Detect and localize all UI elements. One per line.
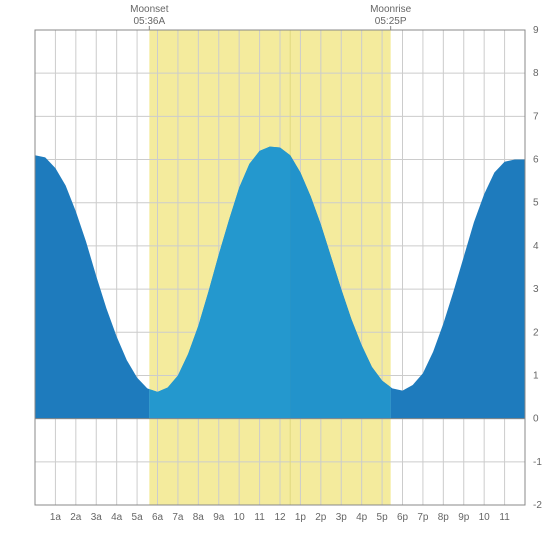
y-tick-label: 2	[533, 327, 539, 338]
x-tick-label: 10	[234, 512, 246, 523]
y-tick-label: 7	[533, 111, 539, 122]
x-tick-label: 7a	[172, 512, 184, 523]
x-tick-label: 9p	[458, 512, 470, 523]
x-tick-label: 11	[254, 512, 265, 523]
x-tick-label: 4p	[356, 512, 368, 523]
y-tick-label: 5	[533, 198, 539, 209]
x-tick-label: 8a	[193, 512, 205, 523]
x-tick-label: 2p	[315, 512, 327, 523]
x-tick-label: 10	[479, 512, 491, 523]
x-tick-label: 1a	[50, 512, 62, 523]
x-tick-label: 5p	[377, 512, 389, 523]
y-tick-label: -1	[533, 457, 542, 468]
moonset-label: Moonset	[130, 4, 169, 15]
x-tick-label: 2a	[70, 512, 82, 523]
moonrise-time: 05:25P	[375, 16, 407, 27]
x-tick-label: 6p	[397, 512, 409, 523]
x-tick-label: 3p	[336, 512, 348, 523]
chart-svg: -2-101234567891a2a3a4a5a6a7a8a9a1011121p…	[0, 0, 550, 550]
y-tick-label: 9	[533, 25, 539, 36]
x-tick-label: 7p	[417, 512, 429, 523]
x-tick-label: 12	[274, 512, 286, 523]
moonset-time: 05:36A	[133, 16, 165, 27]
x-tick-label: 8p	[438, 512, 450, 523]
y-tick-label: 6	[533, 155, 539, 166]
x-tick-label: 5a	[132, 512, 144, 523]
x-tick-label: 11	[499, 512, 510, 523]
x-tick-label: 9a	[213, 512, 225, 523]
x-tick-label: 4a	[111, 512, 123, 523]
y-tick-label: 4	[533, 241, 539, 252]
y-tick-label: 0	[533, 414, 539, 425]
moonrise-label: Moonrise	[370, 4, 412, 15]
x-tick-label: 3a	[91, 512, 103, 523]
x-tick-label: 1p	[295, 512, 307, 523]
y-tick-label: 1	[533, 370, 539, 381]
y-tick-label: 8	[533, 68, 539, 79]
y-tick-label: 3	[533, 284, 539, 295]
tide-chart: -2-101234567891a2a3a4a5a6a7a8a9a1011121p…	[0, 0, 550, 550]
x-tick-label: 6a	[152, 512, 164, 523]
y-tick-label: -2	[533, 500, 542, 511]
